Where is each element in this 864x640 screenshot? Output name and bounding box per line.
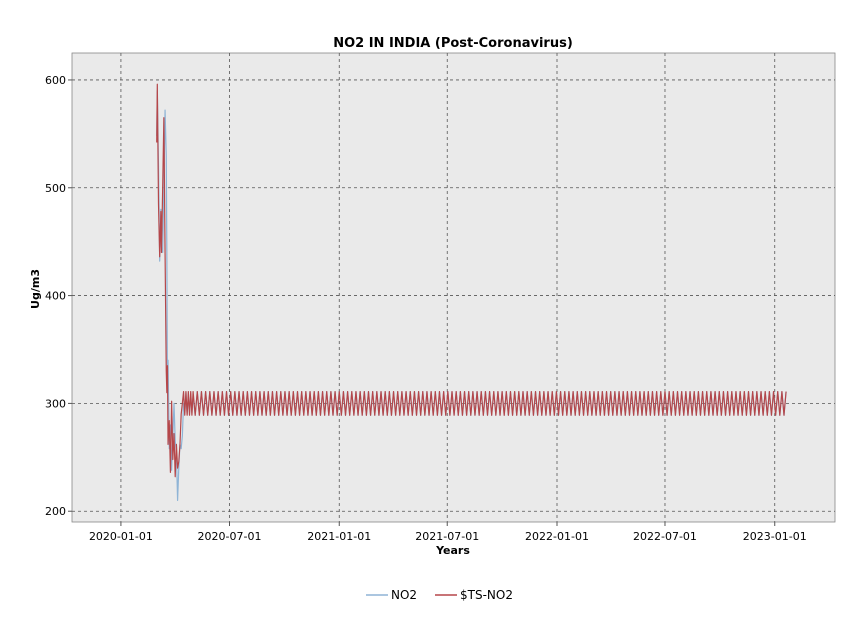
series-line-ts-no2 — [156, 83, 787, 478]
y-axis-ticks: 200 300 400 500 600 — [45, 74, 72, 518]
y-tick-label: 400 — [45, 290, 66, 303]
x-axis-label: Years — [435, 544, 470, 557]
x-tick-label: 2022-07-01 — [633, 530, 697, 543]
x-axis-ticks: 2020-01-01 2020-07-01 2021-01-01 2021-07-01… — [89, 522, 807, 543]
legend-label-ts-no2: $TS-NO2 — [460, 588, 513, 602]
series-lines — [156, 83, 787, 502]
y-tick-label: 200 — [45, 505, 66, 518]
chart-title: NO2 IN INDIA (Post-Coronavirus) — [333, 36, 573, 51]
x-tick-label: 2020-07-01 — [198, 530, 262, 543]
legend-label-no2: NO2 — [391, 588, 417, 602]
plot-area — [71, 52, 836, 523]
x-tick-label: 2020-01-01 — [89, 530, 153, 543]
x-tick-label: 2023-01-01 — [743, 530, 807, 543]
grid-lines — [72, 53, 835, 522]
x-tick-label: 2022-01-01 — [525, 530, 589, 543]
x-tick-label: 2021-07-01 — [415, 530, 479, 543]
y-tick-label: 600 — [45, 74, 66, 87]
y-tick-label: 300 — [45, 397, 66, 410]
x-tick-label: 2021-01-01 — [307, 530, 371, 543]
legend: NO2 $TS-NO2 — [366, 588, 513, 602]
y-tick-label: 500 — [45, 182, 66, 195]
y-axis-label: Ug/m3 — [29, 269, 42, 309]
